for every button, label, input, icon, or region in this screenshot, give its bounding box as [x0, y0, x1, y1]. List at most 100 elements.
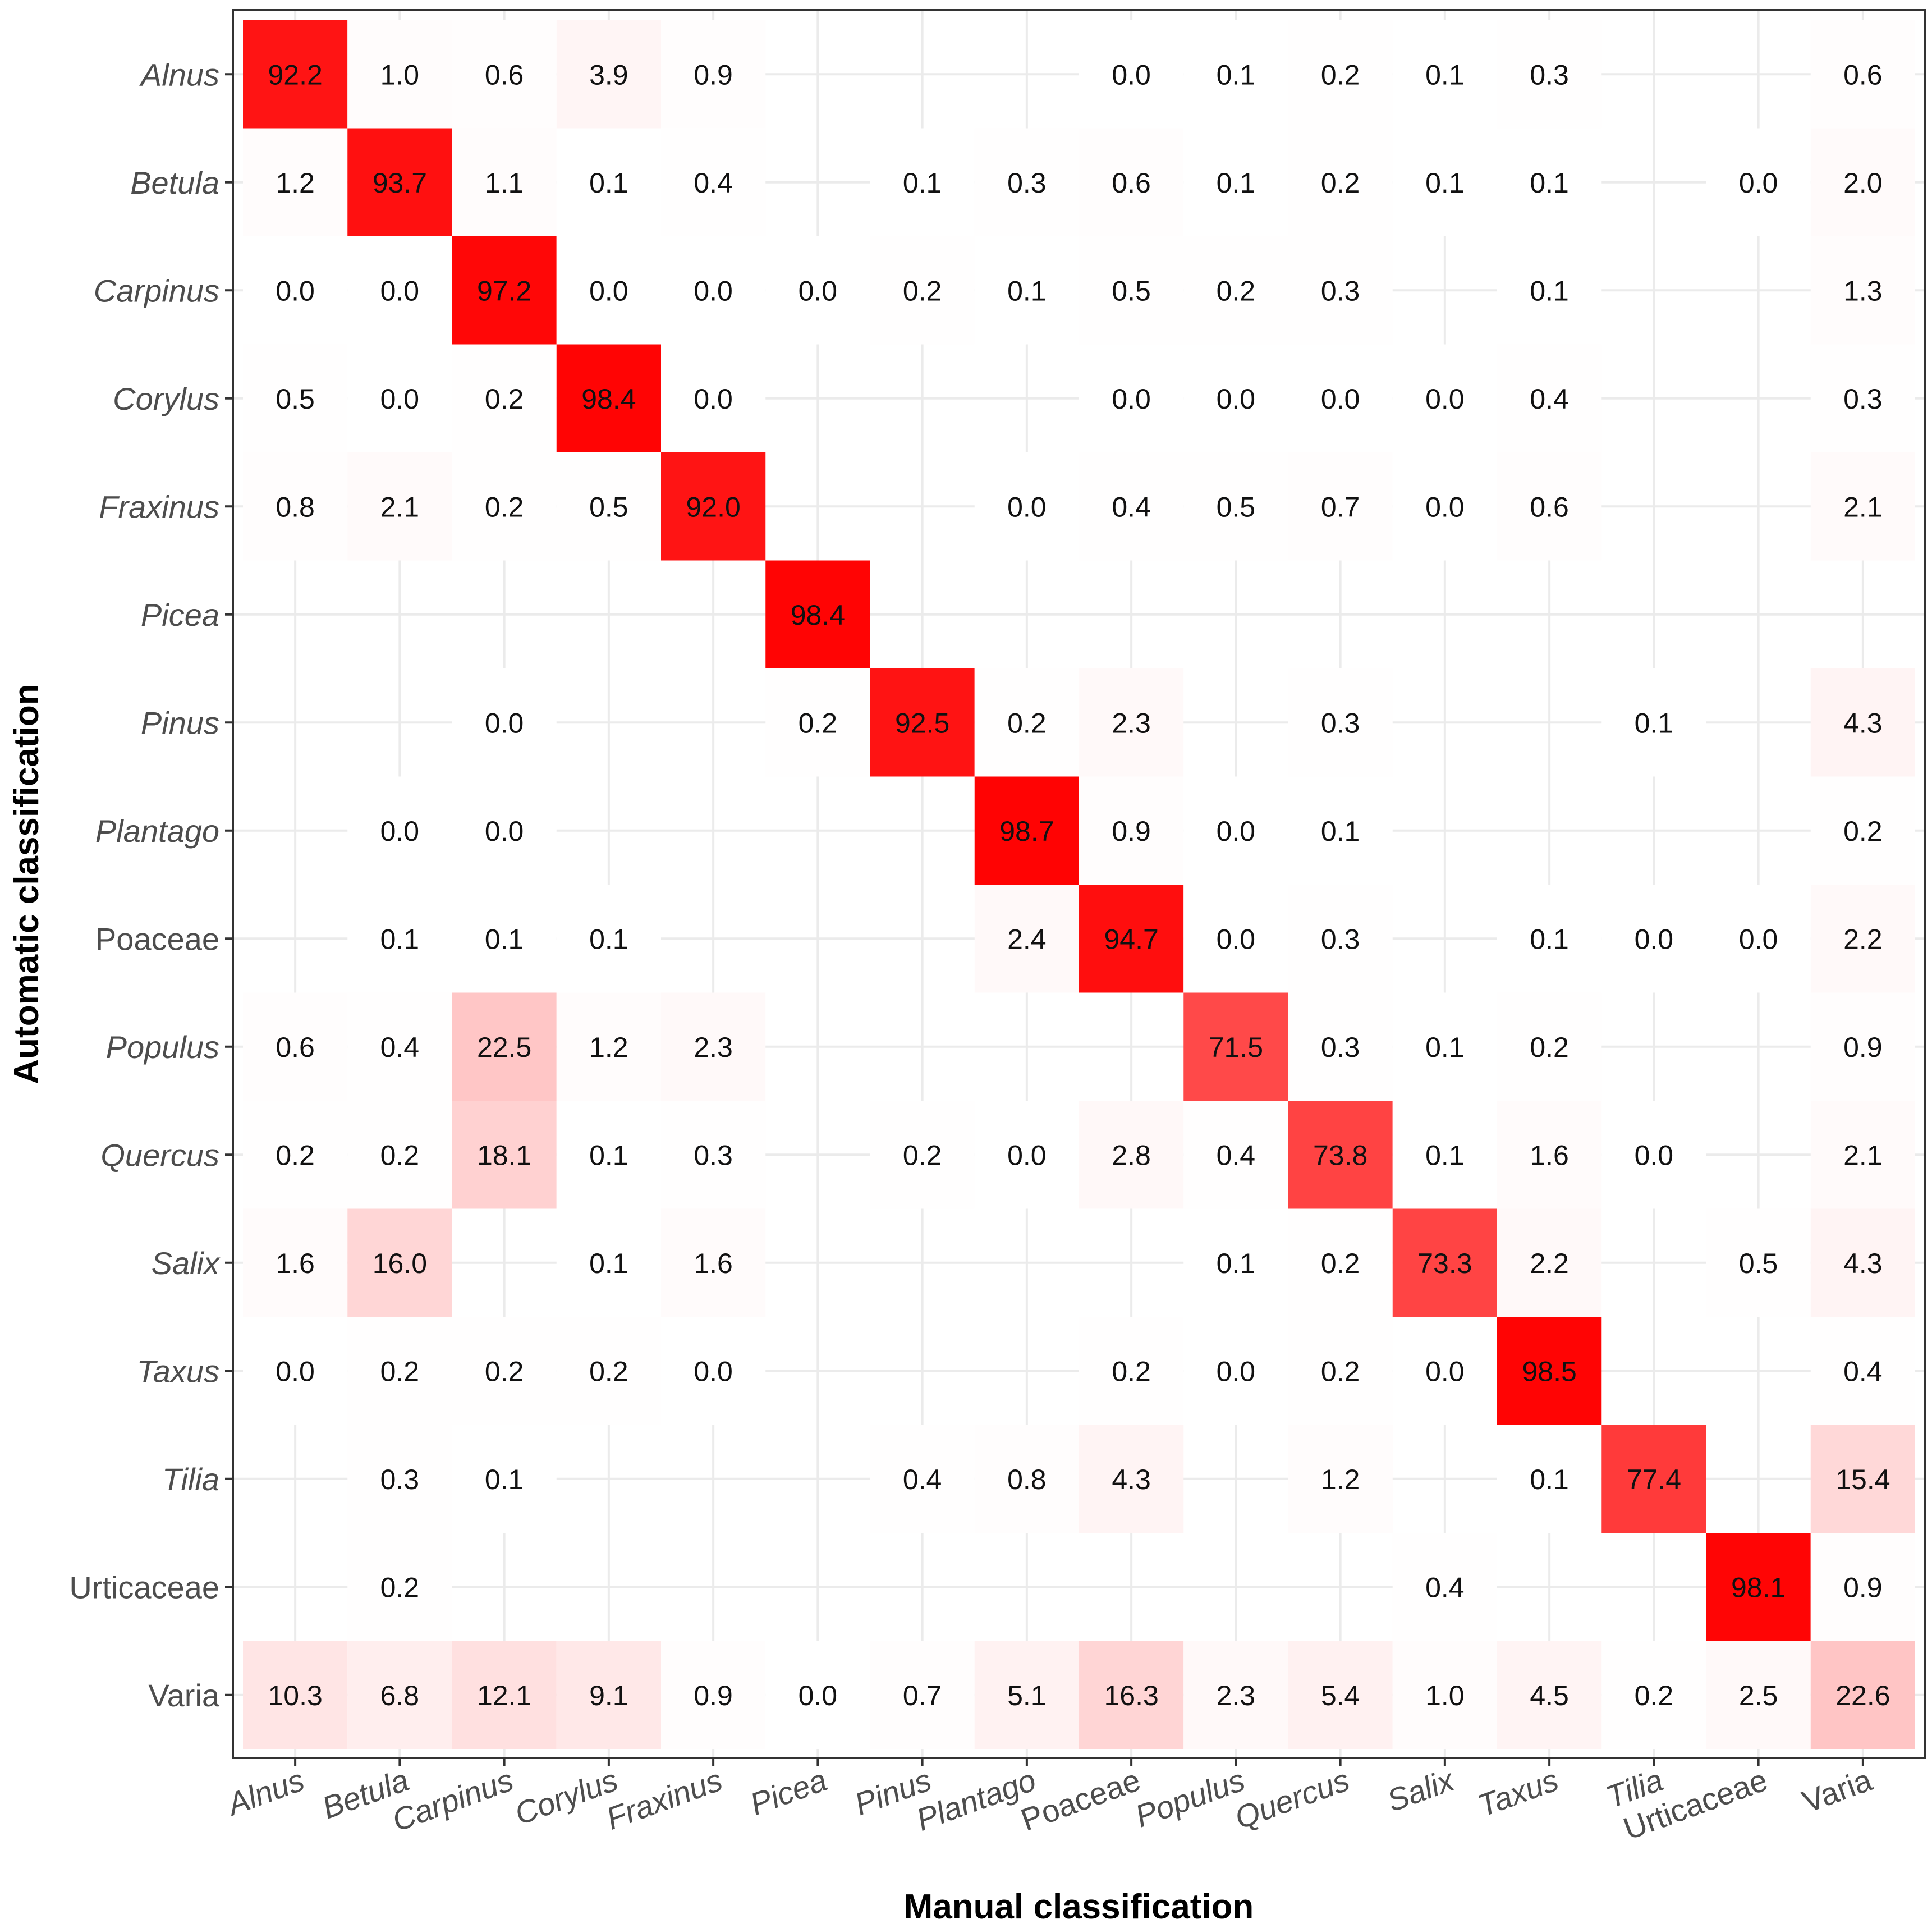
y-tick-label: Urticaceae [69, 1569, 219, 1605]
heatmap-cell [556, 1317, 661, 1425]
cell-value-label: 12.1 [477, 1680, 531, 1711]
heatmap-cell [1601, 1425, 1706, 1533]
heatmap-cell [1288, 1317, 1393, 1425]
heatmap-cell [1392, 1641, 1497, 1749]
heatmap-cell [243, 344, 348, 452]
heatmap-cell [1079, 1641, 1184, 1749]
cell-value-label: 0.2 [485, 491, 524, 523]
cell-value-label: 0.0 [1635, 923, 1674, 955]
heatmap-cell [1392, 1208, 1497, 1317]
cell-value-label: 0.1 [1425, 59, 1465, 90]
cell-value-label: 0.3 [1321, 923, 1360, 955]
cell-value-label: 98.4 [581, 383, 636, 415]
heatmap-cell [661, 1208, 766, 1317]
heatmap-cell [347, 1317, 452, 1425]
cell-value-label: 98.7 [999, 816, 1054, 847]
y-tick-label: Picea [141, 597, 219, 633]
heatmap-cell [243, 452, 348, 561]
heatmap-cell [1497, 1641, 1602, 1749]
cell-value-label: 0.7 [1321, 491, 1360, 523]
cell-value-label: 4.3 [1112, 1464, 1151, 1495]
cell-value-label: 0.2 [903, 275, 942, 306]
cell-value-label: 2.8 [1112, 1139, 1151, 1171]
cell-value-label: 0.1 [1217, 1248, 1256, 1279]
heatmap-cell [1288, 452, 1393, 561]
cell-value-label: 94.7 [1104, 923, 1158, 955]
cell-value-label: 0.9 [694, 1680, 733, 1711]
heatmap-cell [556, 20, 661, 129]
heatmap-cell [1183, 452, 1288, 561]
heatmap-cell [347, 452, 452, 561]
cell-value-label: 0.4 [1843, 1355, 1883, 1387]
heatmap-cell [1706, 1533, 1811, 1641]
cell-value-label: 98.1 [1731, 1572, 1786, 1603]
cell-value-label: 16.3 [1104, 1680, 1158, 1711]
cell-value-label: 0.3 [380, 1464, 420, 1495]
heatmap-cell [556, 885, 661, 993]
heatmap-cell [1810, 128, 1915, 236]
cell-value-label: 5.4 [1321, 1680, 1360, 1711]
cell-value-label: 0.0 [1739, 923, 1778, 955]
cell-value-label: 0.1 [485, 1464, 524, 1495]
cell-value-label: 0.4 [694, 167, 733, 199]
cell-value-label: 0.3 [1321, 1032, 1360, 1063]
x-tick-label: Picea [745, 1762, 831, 1822]
cell-value-label: 71.5 [1209, 1032, 1263, 1063]
cell-value-label: 1.0 [380, 59, 420, 90]
cell-value-label: 0.0 [1321, 383, 1360, 415]
heatmap-cell [661, 1317, 766, 1425]
cell-value-label: 9.1 [589, 1680, 628, 1711]
heatmap-cell [452, 20, 557, 129]
heatmap-cell [347, 992, 452, 1101]
heatmap-cell [661, 452, 766, 561]
heatmap-cell [347, 236, 452, 345]
heatmap-cell [765, 668, 870, 777]
heatmap-cell [556, 236, 661, 345]
x-tick-label: Populus [1131, 1762, 1250, 1834]
y-tick-label: Fraxinus [99, 489, 219, 524]
cell-value-label: 0.5 [1739, 1248, 1778, 1279]
cell-value-label: 3.9 [589, 59, 628, 90]
heatmap-cell [243, 20, 348, 129]
heatmap-cell [452, 1641, 557, 1749]
heatmap-cell [1183, 1208, 1288, 1317]
cell-value-label: 0.5 [589, 491, 628, 523]
heatmap-cell [1810, 776, 1915, 885]
cell-value-label: 0.1 [1530, 275, 1569, 306]
heatmap-cell [1497, 128, 1602, 236]
heatmap-cell [661, 236, 766, 345]
cell-value-label: 0.1 [1635, 707, 1674, 739]
heatmap-cell [556, 992, 661, 1101]
heatmap-cell [974, 236, 1079, 345]
cell-value-label: 0.8 [1007, 1464, 1047, 1495]
heatmap-cell [1706, 1208, 1811, 1317]
cell-value-label: 0.6 [1112, 167, 1151, 199]
cell-value-label: 0.1 [589, 923, 628, 955]
x-tick-label: Varia [1797, 1762, 1876, 1820]
panel-border [232, 9, 1926, 1759]
cell-value-label: 22.5 [477, 1032, 531, 1063]
cell-value-label: 4.3 [1843, 707, 1883, 739]
y-tick-label: Corylus [113, 381, 219, 416]
cell-value-label: 0.9 [1843, 1572, 1883, 1603]
cell-value-label: 0.1 [589, 167, 628, 199]
heatmap-cell [347, 1208, 452, 1317]
heatmap-cell [452, 344, 557, 452]
heatmap-cell [556, 452, 661, 561]
heatmap-cell [661, 344, 766, 452]
heatmap-cell [1497, 452, 1602, 561]
y-tick-label: Populus [106, 1029, 219, 1065]
cell-value-label: 10.3 [268, 1680, 322, 1711]
heatmap-cell [243, 236, 348, 345]
heatmap-cell [974, 1641, 1079, 1749]
cell-value-label: 0.0 [380, 275, 420, 306]
heatmap-cell [1392, 1533, 1497, 1641]
cell-value-label: 0.8 [276, 491, 315, 523]
heatmap-cell [347, 1425, 452, 1533]
cell-value-label: 2.1 [1843, 1139, 1883, 1171]
heatmap-cell [1810, 1101, 1915, 1209]
cell-value-label: 98.5 [1522, 1355, 1576, 1387]
heatmap-cell [870, 128, 975, 236]
heatmap-cell [347, 1533, 452, 1641]
heatmap-cell [452, 452, 557, 561]
